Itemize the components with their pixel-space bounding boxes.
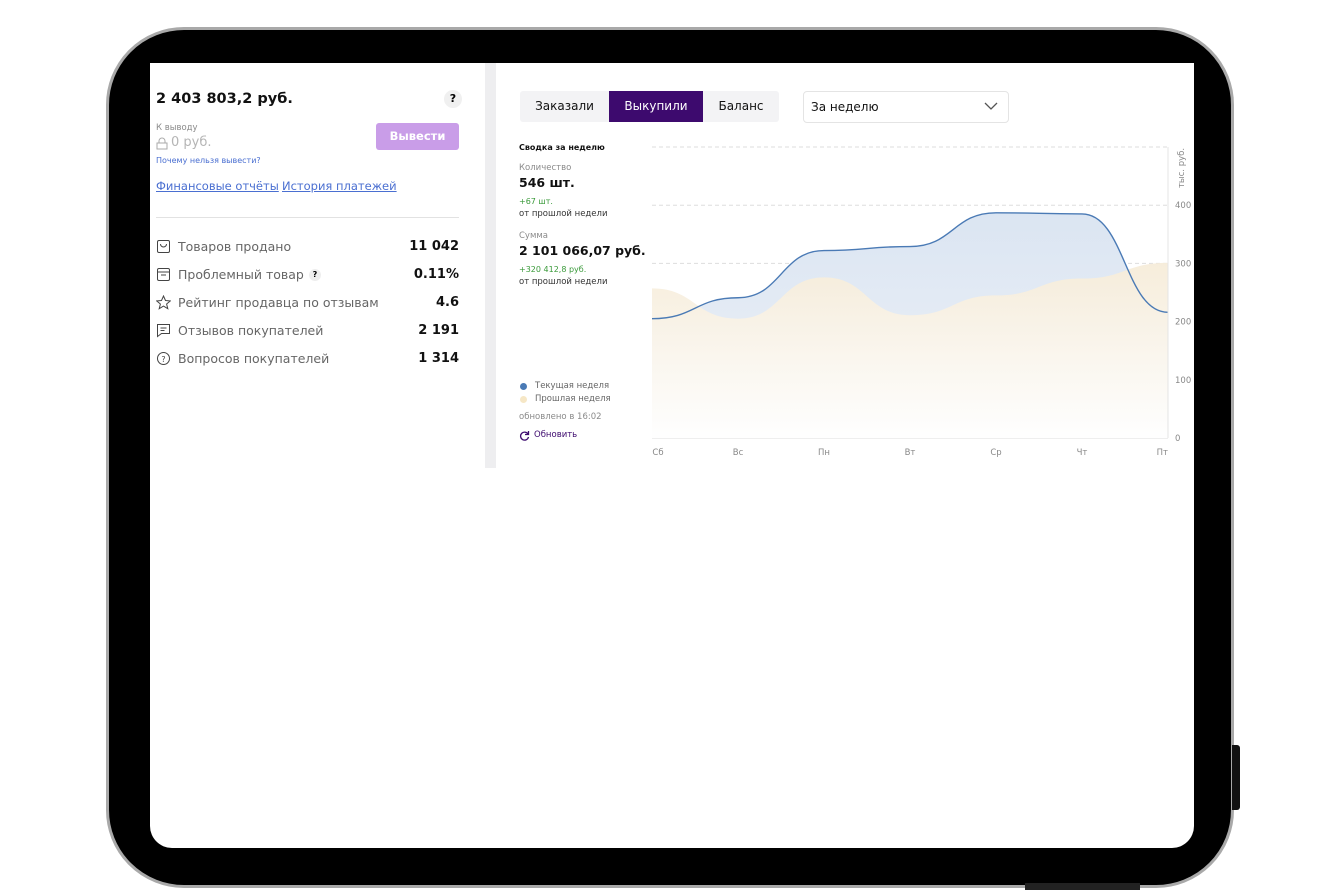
tab[interactable]: Баланс bbox=[718, 99, 764, 113]
area bbox=[652, 262, 1168, 438]
icon bbox=[157, 240, 170, 253]
stat-label: Проблемный товар bbox=[178, 267, 304, 282]
stat-label: Отзывов покупателей bbox=[178, 323, 324, 338]
help-icon[interactable]: ? bbox=[444, 90, 462, 108]
tab[interactable]: Заказали bbox=[535, 99, 594, 113]
finance-link[interactable]: Финансовые отчёты bbox=[156, 179, 279, 193]
tab[interactable]: Выкупили bbox=[609, 91, 703, 122]
x-tick-label: Вт bbox=[905, 448, 916, 458]
x-tick-label: Пн bbox=[818, 448, 830, 458]
stat-label: Товаров продано bbox=[178, 239, 292, 254]
y-tick-label: 300 bbox=[1175, 259, 1191, 269]
count-delta-note: от прошлой недели bbox=[519, 209, 608, 219]
sum-delta-note: от прошлой недели bbox=[519, 277, 608, 287]
icon bbox=[157, 268, 170, 281]
stat-badge[interactable]: ? bbox=[309, 269, 321, 281]
stat-icon bbox=[156, 239, 171, 254]
stat-icon bbox=[155, 294, 172, 310]
chart: 0 100 200 300 400 тыс. руб. Сб Вс Пн Вт Ср Чт Пт bbox=[651, 146, 1191, 458]
payments-link[interactable]: История платежей bbox=[282, 179, 397, 193]
period-select[interactable]: За неделю bbox=[803, 91, 1009, 123]
x-tick-label: Чт bbox=[1077, 448, 1088, 458]
x-tick-label: Пт bbox=[1157, 448, 1168, 458]
stat-icon: ? bbox=[156, 351, 171, 366]
chevron bbox=[984, 102, 998, 110]
stat-label: Вопросов покупателей bbox=[178, 351, 330, 366]
withdraw-label: К выводу bbox=[156, 123, 198, 133]
icon bbox=[157, 324, 170, 338]
stat-value: 4.6 bbox=[435, 295, 459, 310]
refresh-link[interactable]: Обновить bbox=[534, 430, 578, 440]
stat-icon bbox=[156, 323, 171, 338]
refresh-icon bbox=[520, 431, 530, 441]
stat-label: Рейтинг продавца по отзывам bbox=[178, 295, 379, 310]
legend-entry: Прошлая неделя bbox=[535, 394, 611, 404]
legend-dot bbox=[520, 383, 527, 390]
sum-delta: +320 412,8 руб. bbox=[519, 265, 587, 274]
bottom-button bbox=[1025, 883, 1140, 890]
updated: обновлено в 16:02 bbox=[519, 412, 602, 422]
x-tick-label: Ср bbox=[990, 448, 1001, 458]
balance: 2 403 803,2 руб. bbox=[156, 91, 293, 107]
x-tick-label: Сб bbox=[652, 448, 663, 458]
y-tick-label: 0 bbox=[1175, 434, 1180, 444]
stat-icon bbox=[156, 267, 171, 282]
legend-entry: Текущая неделя bbox=[535, 381, 610, 391]
period-text: За неделю bbox=[811, 100, 879, 114]
separator bbox=[156, 217, 459, 218]
icon: ? bbox=[157, 352, 170, 365]
stat-value: 0.11% bbox=[413, 267, 459, 282]
withdraw-amount: 0 руб. bbox=[171, 135, 212, 150]
stat-value: 2 191 bbox=[418, 323, 459, 338]
lock-icon bbox=[156, 137, 168, 150]
line bbox=[651, 212, 1169, 320]
side-button bbox=[1232, 745, 1240, 810]
legend-dot bbox=[520, 396, 527, 403]
x-tick-label: Вс bbox=[733, 448, 744, 458]
withdraw-button[interactable]: Вывести bbox=[376, 123, 459, 150]
y-tick-label: 200 bbox=[1175, 318, 1191, 328]
y-axis-label: тыс. руб. bbox=[1177, 148, 1187, 188]
divider bbox=[485, 63, 496, 468]
stat-value: 1 314 bbox=[418, 351, 459, 366]
count-delta: +67 шт. bbox=[519, 197, 553, 206]
stat-value: 11 042 bbox=[409, 239, 459, 254]
icon bbox=[155, 294, 172, 310]
summary-title: Сводка за неделю bbox=[519, 143, 605, 152]
sum: 2 101 066,07 руб. bbox=[519, 243, 646, 258]
count-label: Количество bbox=[519, 163, 572, 173]
y-tick-label: 400 bbox=[1175, 201, 1191, 211]
sum-label: Сумма bbox=[519, 231, 548, 241]
svg-text:?: ? bbox=[161, 355, 165, 364]
why-link[interactable]: Почему нельзя вывести? bbox=[156, 156, 261, 165]
count: 546 шт. bbox=[519, 175, 575, 190]
screen: 2 403 803,2 руб. ? К выводу 0 руб. Вывес… bbox=[150, 63, 1194, 848]
y-tick-label: 100 bbox=[1175, 376, 1191, 386]
